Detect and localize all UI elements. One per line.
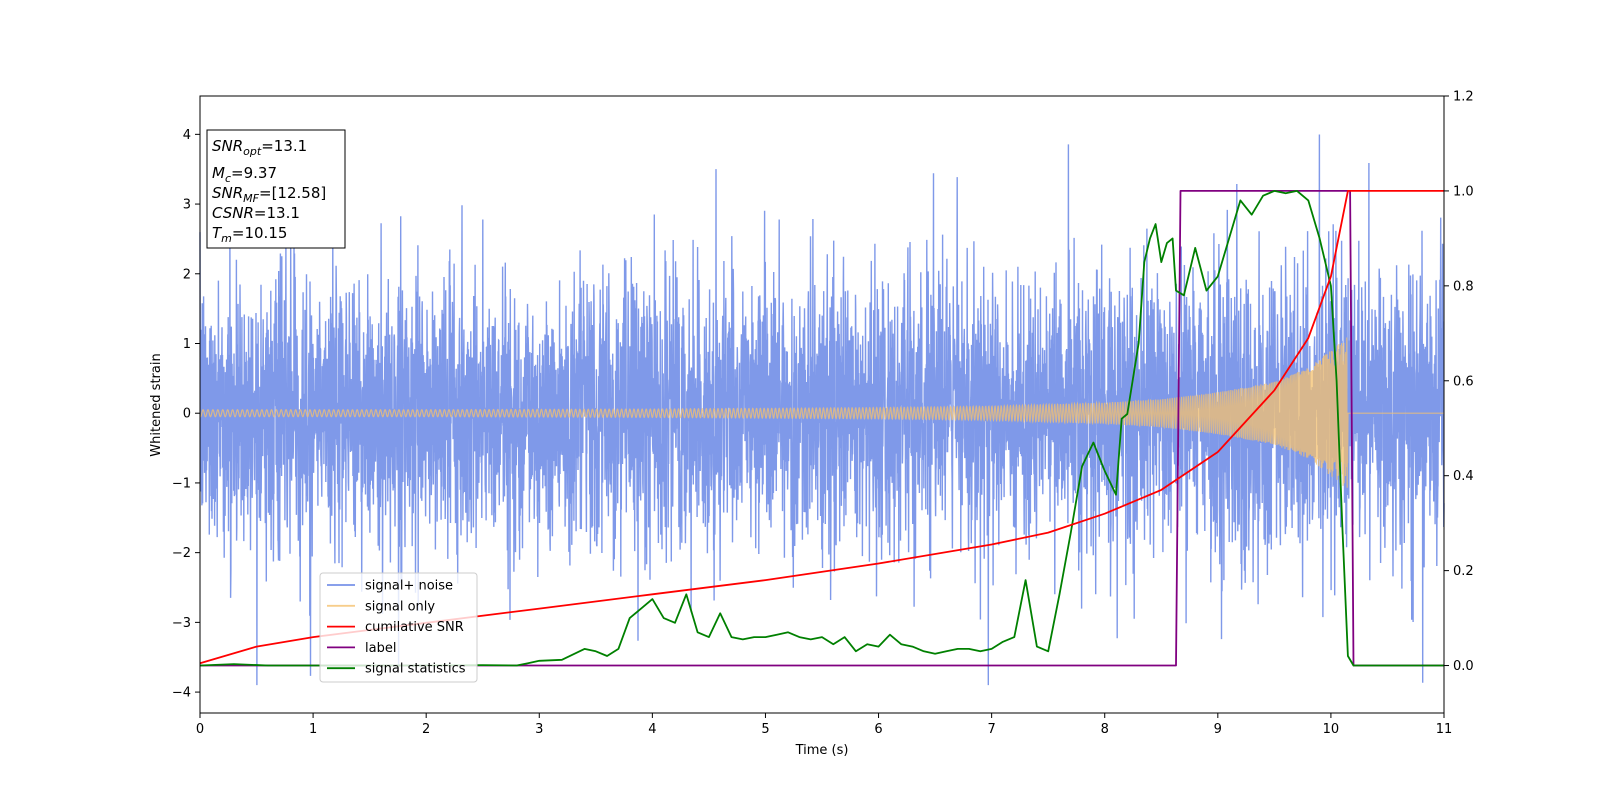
legend-cumulative-snr-label: cumilative SNR <box>365 620 464 635</box>
x-tick-label: 11 <box>1436 722 1453 737</box>
y-tick-label: 2 <box>183 267 191 282</box>
y2-tick-label: 1.0 <box>1453 184 1474 199</box>
y2-tick-label: 0.8 <box>1453 279 1474 294</box>
signal-statistics-line <box>199 190 1444 667</box>
y-tick-label: 1 <box>183 337 191 352</box>
y2-tick-label: 0.2 <box>1453 564 1474 579</box>
y-tick-label: −1 <box>172 476 191 491</box>
y-tick-label: −3 <box>172 616 191 631</box>
y-axis-right: 0.0 0.2 0.4 0.6 0.8 1.0 1.2 <box>1444 90 1474 674</box>
legend-signal-noise-label: signal+ noise <box>365 579 453 594</box>
info-tm: Tm=10.15 <box>212 224 287 245</box>
legend-signal-only-label: signal only <box>365 599 435 614</box>
y2-tick-label: 0.4 <box>1453 469 1474 484</box>
y-tick-label: 4 <box>183 128 191 143</box>
y-tick-label: −4 <box>172 686 191 701</box>
x-tick-label: 9 <box>1214 722 1222 737</box>
info-csnr: CSNR=13.1 <box>212 204 300 222</box>
legend: signal+ noise signal only cumilative SNR la… <box>319 572 478 683</box>
y2-tick-label: 1.2 <box>1453 90 1474 105</box>
info-snr-mf: SNRMF=[12.58] <box>212 184 326 205</box>
y-tick-label: 3 <box>183 198 191 213</box>
y-axis-left: −4 −3 −2 −1 0 1 2 3 4 <box>172 128 200 701</box>
y-tick-label: −2 <box>172 546 191 561</box>
y-axis-label: Whitened strain <box>149 353 164 456</box>
signal-noise-series <box>199 134 1445 686</box>
x-tick-label: 1 <box>309 722 317 737</box>
legend-signal-statistics-label: signal statistics <box>365 662 466 677</box>
signal-only-line <box>199 337 1444 488</box>
x-tick-label: 7 <box>987 722 995 737</box>
plot-frame <box>199 95 1445 714</box>
x-tick-label: 2 <box>422 722 430 737</box>
x-axis: 0 1 2 3 4 5 6 7 8 9 10 11 <box>196 713 1452 737</box>
x-tick-label: 0 <box>196 722 204 737</box>
info-snr-opt: SNRopt=13.1 <box>212 137 307 158</box>
info-box: SNRopt=13.1 Mc=9.37 SNRMF=[12.58] CSNR=1… <box>206 129 346 249</box>
x-tick-label: 8 <box>1101 722 1109 737</box>
signal-only-series <box>199 337 1444 488</box>
signal-noise-line <box>199 134 1445 686</box>
x-axis-label: Time (s) <box>795 743 849 758</box>
y2-tick-label: 0.6 <box>1453 374 1474 389</box>
y2-tick-label: 0.0 <box>1453 659 1474 674</box>
y-tick-label: 0 <box>183 407 191 422</box>
x-tick-label: 3 <box>535 722 543 737</box>
x-tick-label: 10 <box>1323 722 1340 737</box>
x-tick-label: 4 <box>648 722 656 737</box>
legend-label-label: label <box>365 641 396 656</box>
x-tick-label: 5 <box>761 722 769 737</box>
x-tick-label: 6 <box>874 722 882 737</box>
info-mc: Mc=9.37 <box>212 164 277 185</box>
